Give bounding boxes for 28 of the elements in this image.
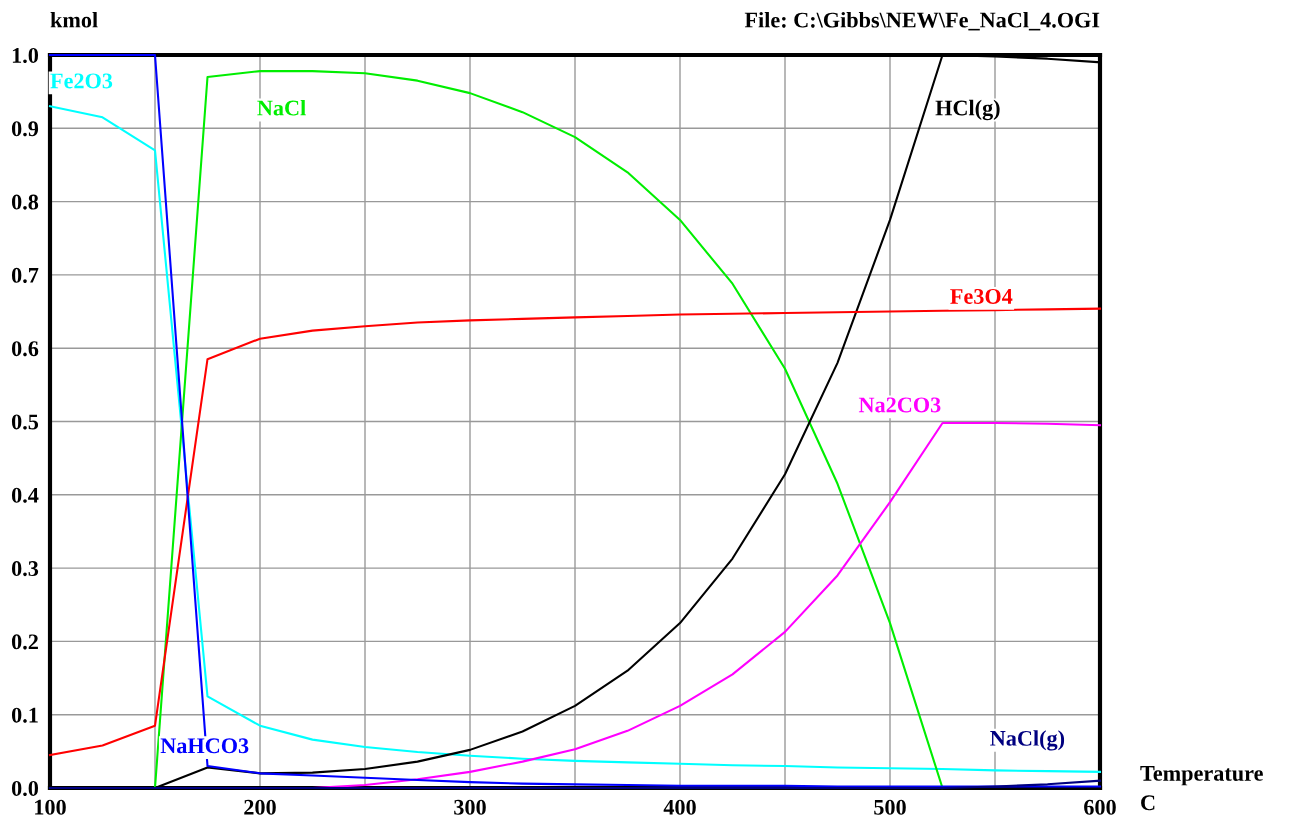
y-tick-label: 1.0	[12, 47, 39, 64]
chart-title: File: C:\Gibbs\NEW\Fe_NaCl_4.OGI	[744, 11, 1100, 31]
y-tick-label: 0.9	[11, 121, 39, 137]
x-axis-title: Temperature C	[1140, 766, 1263, 811]
series-label: Fe3O4	[950, 288, 1013, 304]
y-tick-label: 0.4	[11, 487, 39, 503]
y-tick-label: 0.5	[11, 414, 39, 430]
series-label: NaCl(g)	[990, 730, 1065, 751]
y-axis-title: kmol	[50, 11, 98, 28]
series-label: NaCl	[257, 99, 306, 116]
y-tick-label: 0.0	[11, 780, 39, 797]
x-tick-label: 400	[663, 799, 696, 815]
y-tick-label: 0.7	[11, 267, 39, 283]
x-tick-label: 600	[1084, 799, 1116, 815]
y-tick-label: 0.6	[11, 341, 39, 357]
series-label: Na2CO3	[858, 397, 941, 413]
x-tick-label: 100	[35, 799, 66, 815]
y-tick-label: 0.8	[11, 194, 39, 210]
y-tick-label: 0.1	[11, 707, 38, 723]
y-tick-label: 0.3	[11, 561, 39, 577]
series-label: NaHCO3	[160, 738, 249, 754]
x-tick-label: 300	[454, 799, 486, 815]
series-label: Fe2O3	[50, 73, 113, 89]
series-label: HCl(g)	[935, 99, 1000, 121]
line-series	[48, 307, 1102, 757]
x-tick-label: 200	[244, 799, 276, 815]
y-tick-label: 0.2	[11, 634, 38, 650]
x-tick-label: 500	[874, 799, 906, 815]
